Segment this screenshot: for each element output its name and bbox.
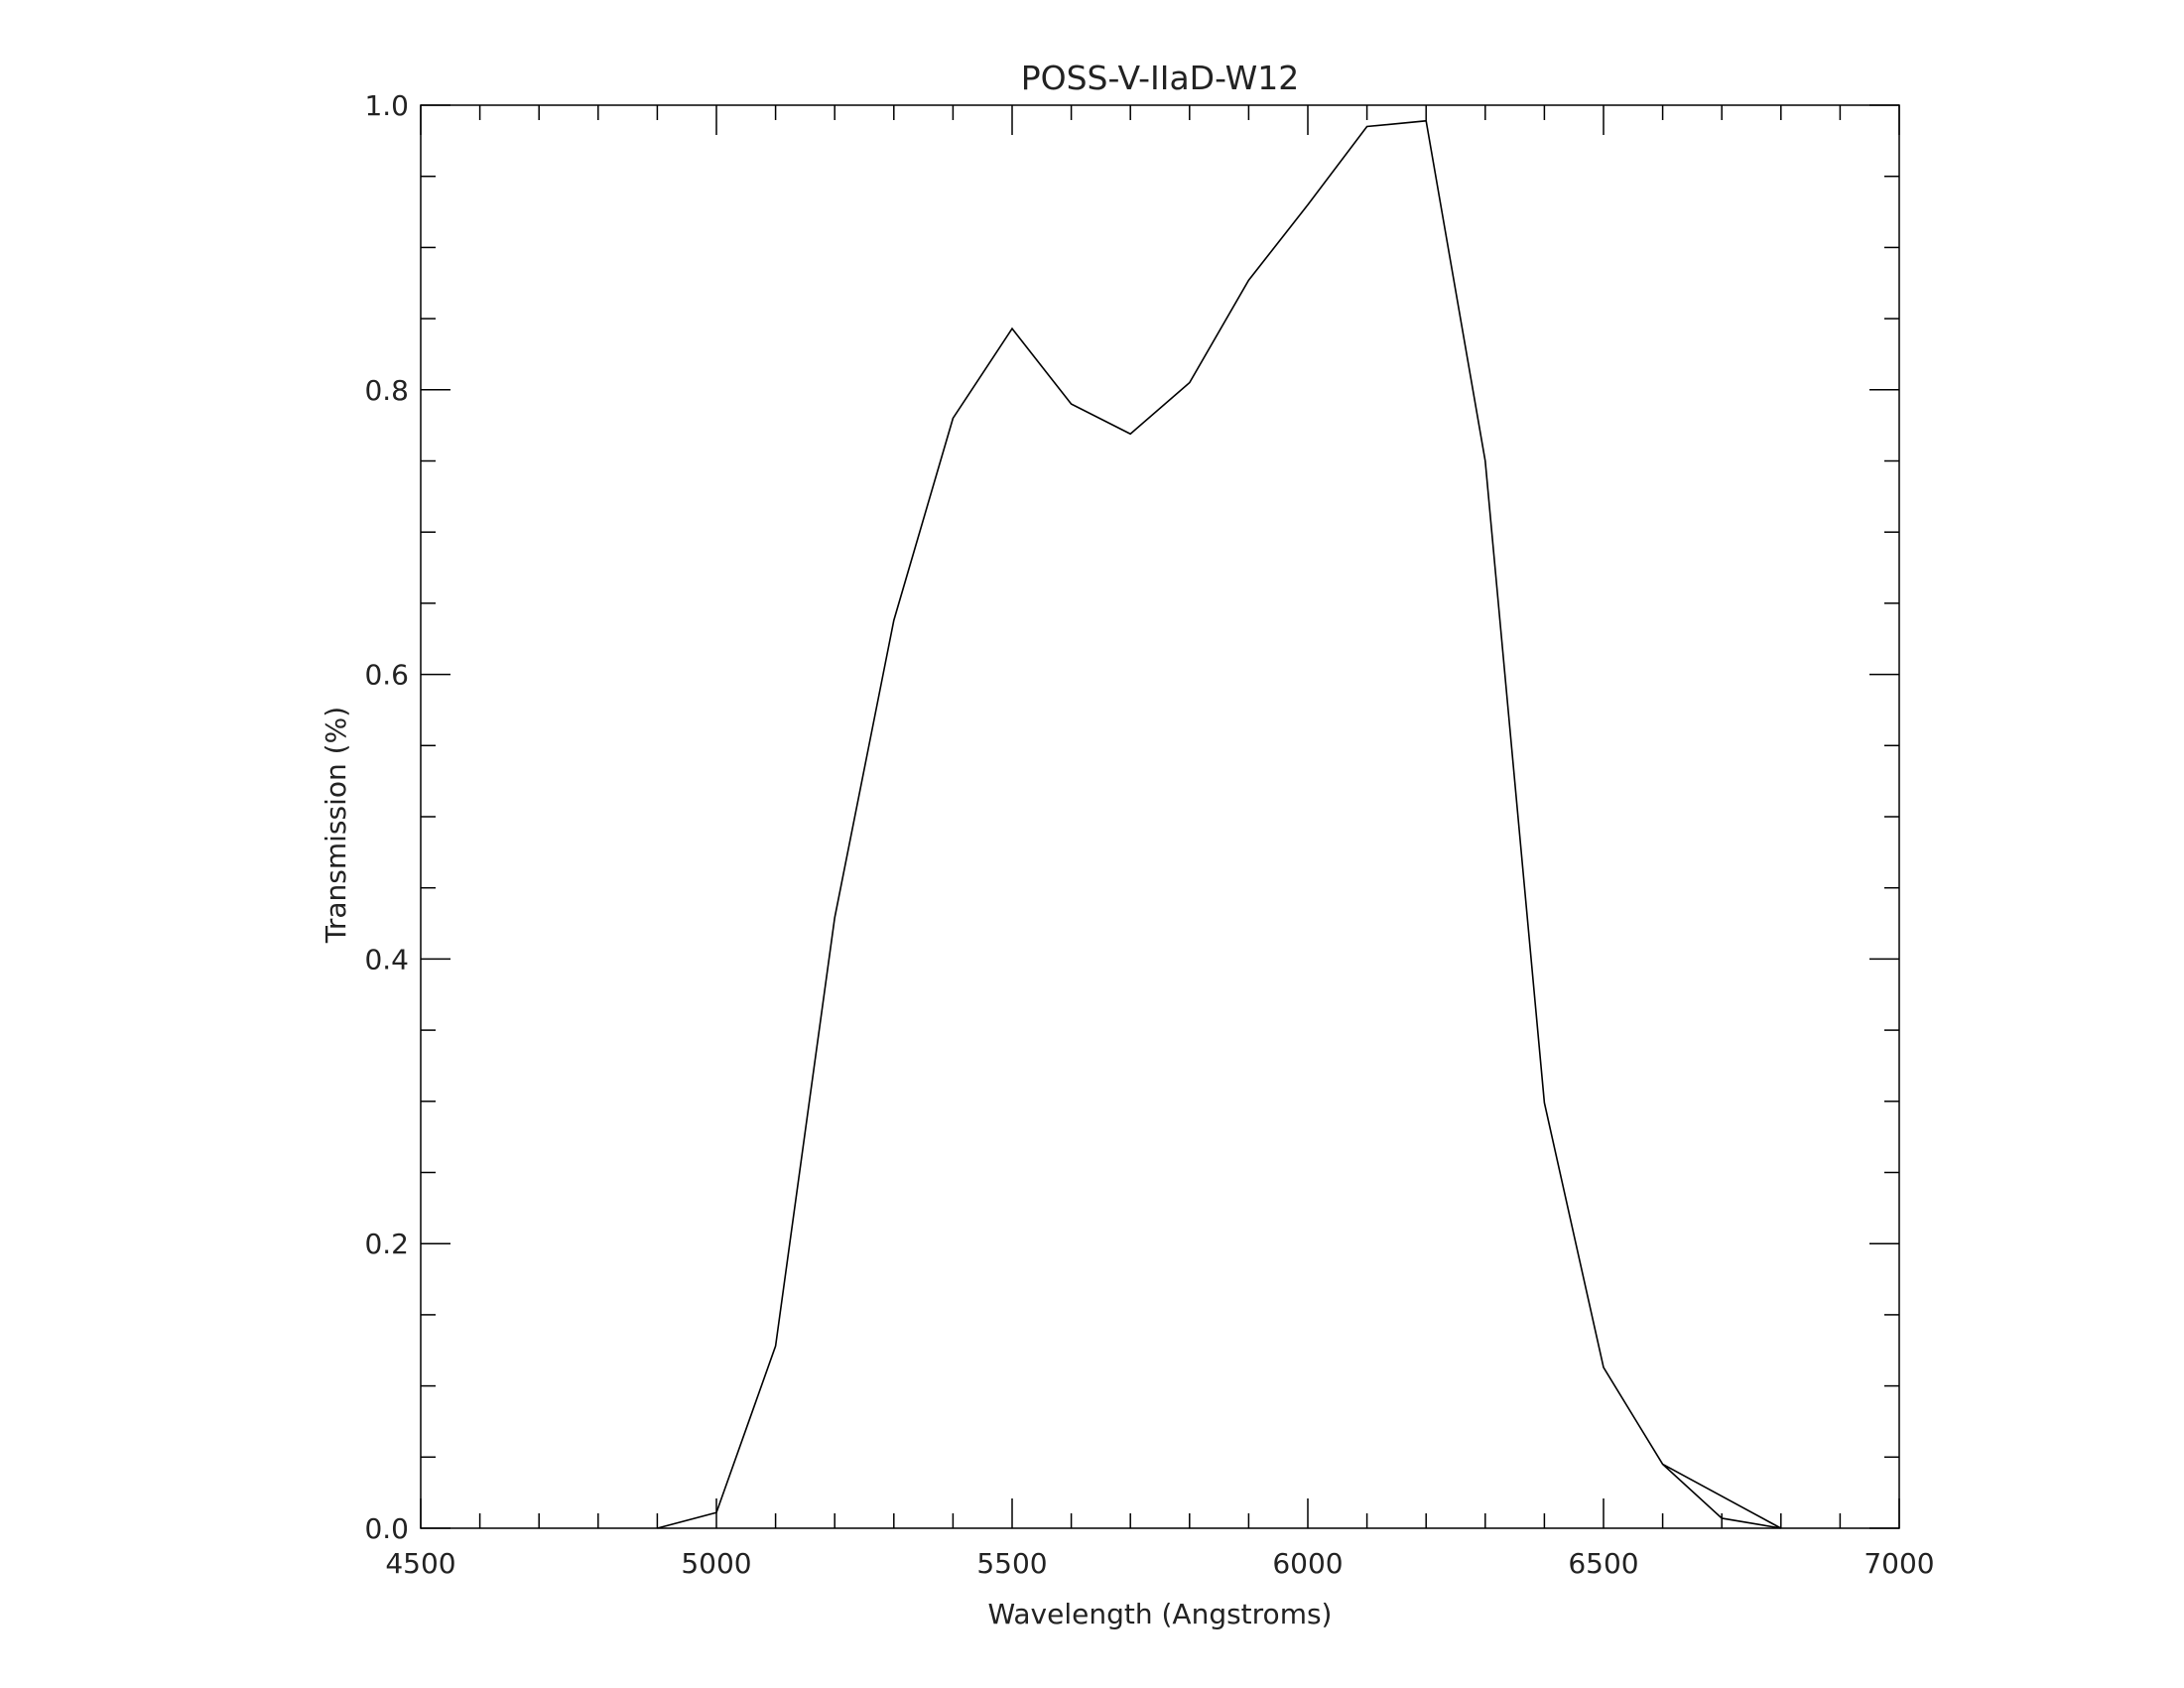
x-tick-label: 4500	[385, 1547, 455, 1580]
y-tick-labels: 0.0 0.2 0.4 0.6 0.8 1.0	[364, 89, 409, 1545]
x-tick-label: 6000	[1272, 1547, 1343, 1580]
y-tick-label: 0.0	[364, 1512, 409, 1545]
x-tick-label: 7000	[1863, 1547, 1934, 1580]
y-tick-label: 0.4	[364, 943, 409, 975]
chart-title: POSS-V-IIaD-W12	[1021, 59, 1300, 97]
y-tick-label: 0.8	[364, 374, 409, 407]
y-axis-label: Transmission (%)	[320, 707, 352, 944]
transmission-line	[657, 119, 1782, 1529]
plot-frame	[420, 104, 1900, 1529]
y-tick-label: 1.0	[364, 89, 409, 122]
x-tick-label: 6500	[1568, 1547, 1638, 1580]
axis-ticks	[420, 104, 1900, 1529]
y-tick-label: 0.2	[364, 1228, 409, 1260]
x-axis-label: Wavelength (Angstroms)	[988, 1598, 1333, 1630]
x-tick-label: 5000	[681, 1547, 751, 1580]
x-tick-label: 5500	[976, 1547, 1047, 1580]
x-tick-labels: 4500 5000 5500 6000 6500 7000	[385, 1547, 1934, 1580]
y-tick-label: 0.6	[364, 659, 409, 692]
